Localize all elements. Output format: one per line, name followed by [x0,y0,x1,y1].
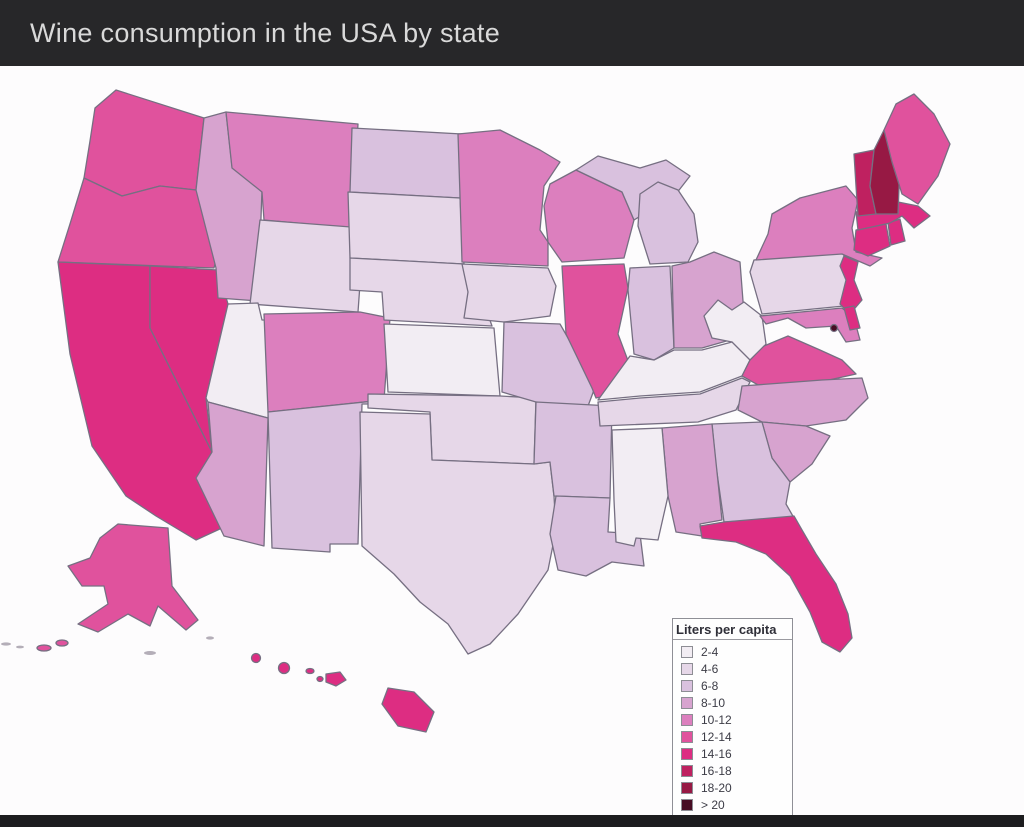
legend-item: 16-18 [673,762,792,779]
legend-swatch [681,781,693,794]
state-pennsylvania [749,251,851,315]
state-maine [883,93,951,205]
hawaii-lanai [316,675,324,683]
aleutian-island [55,639,69,647]
legend-swatch [681,764,693,777]
map-legend: Liters per capita 2-4 4-6 6-8 8-10 10-12… [672,618,793,818]
legend-rows: 2-4 4-6 6-8 8-10 10-12 12-14 14-16 16-18… [673,640,792,817]
legend-item: 12-14 [673,728,792,745]
state-kansas [383,323,501,397]
state-minnesota [457,129,561,267]
legend-label: 6-8 [701,678,719,693]
legend-label: 16-18 [701,763,732,778]
legend-swatch [681,645,693,658]
legend-item: 6-8 [673,677,792,694]
state-mississippi [611,427,669,547]
hawaii-oahu [277,661,291,675]
state-alaska [67,523,199,633]
legend-item: 2-4 [673,643,792,660]
state-south-dakota [347,191,465,265]
legend-label: 8-10 [701,695,726,710]
hawaii-kauai [250,652,262,664]
state-kentucky [597,341,751,401]
legend-label: 18-20 [701,780,732,795]
state-alabama [661,423,723,537]
state-tennessee [597,377,751,427]
state-north-carolina [737,377,869,427]
state-north-dakota [349,127,463,199]
state-texas [359,411,557,655]
legend-label: 10-12 [701,712,732,727]
legend-label: 12-14 [701,729,732,744]
legend-item: 8-10 [673,694,792,711]
legend-label: 14-16 [701,746,732,761]
legend-label: 2-4 [701,644,719,659]
legend-item: 14-16 [673,745,792,762]
legend-swatch [681,679,693,692]
legend-item: 18-20 [673,779,792,796]
hawaii-big-island [381,687,435,733]
legend-item: 4-6 [673,660,792,677]
bottom-bar [0,815,1024,827]
state-florida [699,515,853,653]
state-michigan-upper-peninsula [575,155,691,221]
hawaii-maui [325,671,347,687]
legend-label: 4-6 [701,661,719,676]
state-west-virginia [703,299,767,377]
aleutian-island [36,644,52,652]
state-michigan-lower-peninsula [637,181,699,265]
legend-swatch [681,798,693,811]
us-choropleth-map [1,89,951,733]
state-district-of-columbia [829,323,839,333]
state-iowa [461,263,557,323]
legend-title: Liters per capita [673,619,792,640]
page-title: Wine consumption in the USA by state [30,17,501,48]
legend-item: 10-12 [673,711,792,728]
state-wyoming [249,219,365,313]
hawaii-molokai [305,667,315,675]
state-delaware [843,305,861,331]
title-bar: Wine consumption in the USA by state [0,0,1024,66]
state-washington [83,89,205,197]
legend-swatch [681,662,693,675]
state-louisiana [549,495,645,577]
legend-swatch [681,696,693,709]
state-indiana [627,265,675,361]
legend-item: > 20 [673,796,792,813]
legend-swatch [681,713,693,726]
legend-label: > 20 [701,797,725,812]
aleutian-islands-specks [1,636,214,655]
map-stage: Liters per capita 2-4 4-6 6-8 8-10 10-12… [0,66,1024,818]
legend-swatch [681,730,693,743]
state-rhode-island [887,218,906,246]
legend-swatch [681,747,693,760]
